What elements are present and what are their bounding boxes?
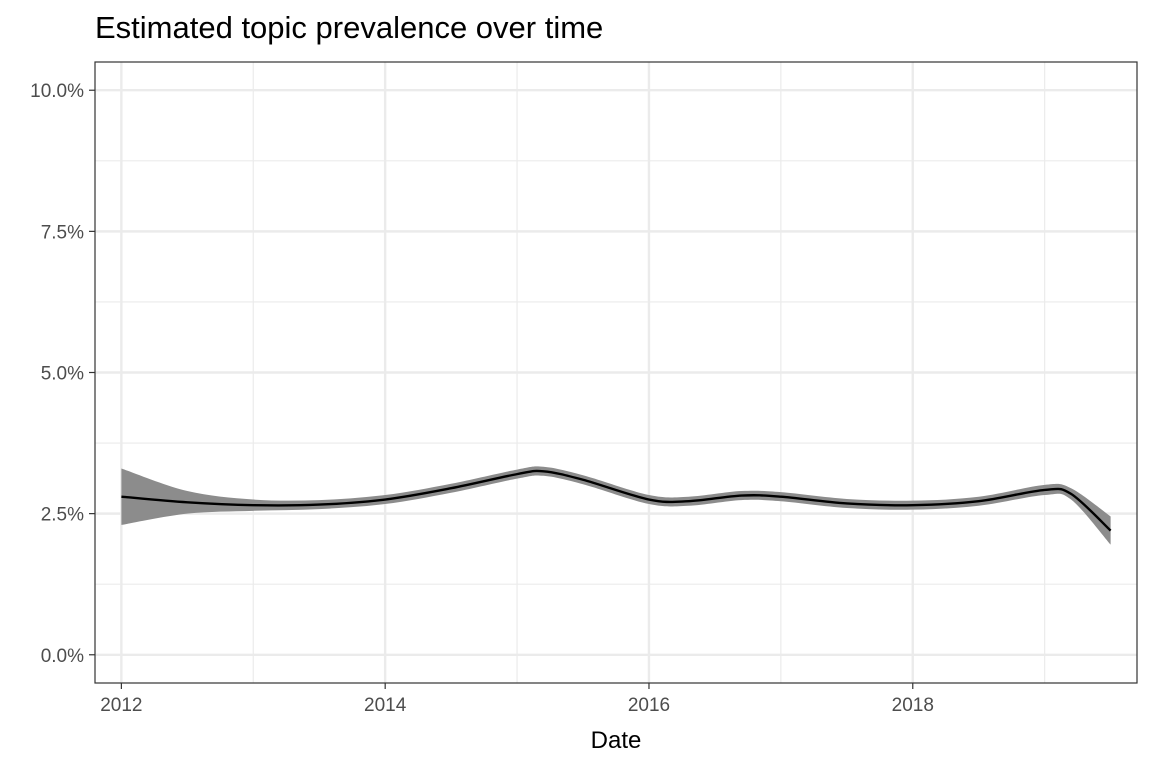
x-tick-label: 2012 <box>100 695 142 716</box>
y-axis: 0.0% 2.5% 5.0% 7.5% 10.0% <box>30 81 95 667</box>
y-tick-label: 0.0% <box>41 646 84 667</box>
trend-line <box>121 469 1112 532</box>
grid-major <box>95 62 1137 683</box>
series-layer <box>121 466 1112 545</box>
chart-title: Estimated topic prevalence over time <box>95 10 604 45</box>
y-tick-label: 5.0% <box>41 364 84 385</box>
x-axis: 2012 2014 2016 2018 <box>100 683 934 716</box>
y-tick-label: 2.5% <box>41 505 84 526</box>
x-axis-title: Date <box>591 727 642 754</box>
x-tick-label: 2014 <box>364 695 407 716</box>
x-tick-label: 2016 <box>628 695 670 716</box>
y-tick-label: 7.5% <box>41 222 84 243</box>
x-tick-label: 2018 <box>892 695 934 716</box>
y-tick-label: 10.0% <box>30 81 84 102</box>
